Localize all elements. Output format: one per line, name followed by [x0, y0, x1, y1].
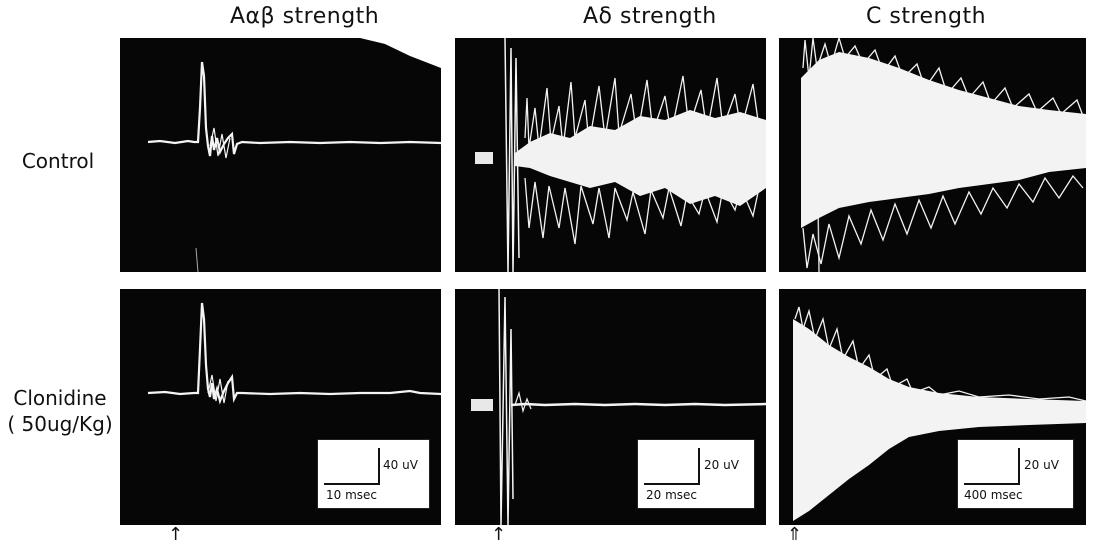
scale-horizontal-bar-ad — [644, 483, 700, 485]
row-label-control: Control — [8, 148, 108, 174]
scale-bar-box-adb: 40 uV 10 msec — [317, 439, 430, 509]
row-label-clonidine-line1: Clonidine — [13, 386, 107, 410]
scale-amplitude-label-ad: 20 uV — [704, 458, 739, 472]
scale-time-label-adb: 10 msec — [326, 488, 378, 502]
trace-clonidine-c — [793, 306, 1086, 521]
panel-control-adb — [120, 38, 441, 272]
trace-control-ad — [475, 38, 766, 272]
scale-vertical-bar-adb — [378, 448, 380, 483]
panel-clonidine-adb: 40 uV 10 msec — [120, 289, 441, 525]
trace-clonidine-adb — [147, 302, 441, 405]
column-title-adb: Aαβ strength — [230, 4, 380, 29]
panel-clonidine-c: 20 uV 400 msec — [779, 289, 1086, 525]
trace-clonidine-ad — [471, 289, 766, 525]
scale-amplitude-label-c: 20 uV — [1024, 458, 1059, 472]
panel-clonidine-ad: 20 uV 20 msec — [455, 289, 766, 525]
stimulus-arrow-icon-adb: ↑ — [168, 524, 184, 545]
stimulus-double-arrow-icon-c: ⇑ — [787, 524, 803, 545]
scale-time-label-c: 400 msec — [964, 488, 1023, 502]
panel-control-c — [779, 38, 1086, 272]
scale-horizontal-bar-adb — [324, 483, 380, 485]
scale-bar-box-c: 20 uV 400 msec — [957, 439, 1074, 509]
scale-bar-box-ad: 20 uV 20 msec — [637, 439, 755, 509]
column-title-c: C strength — [866, 4, 987, 29]
scale-horizontal-bar-c — [964, 483, 1020, 485]
scale-amplitude-label-adb: 40 uV — [383, 458, 418, 472]
row-label-clonidine-line2: ( 50ug/Kg) — [7, 412, 113, 436]
scale-vertical-bar-ad — [698, 448, 700, 483]
trace-control-c — [801, 38, 1086, 272]
panel-control-ad — [455, 38, 766, 272]
scale-time-label-ad: 20 msec — [646, 488, 698, 502]
scale-vertical-bar-c — [1018, 448, 1020, 483]
row-label-clonidine: Clonidine ( 50ug/Kg) — [0, 385, 120, 437]
column-title-ad: Aδ strength — [583, 4, 717, 29]
trace-control-adb — [147, 38, 441, 272]
stimulus-arrow-icon-ad: ↑ — [491, 524, 507, 545]
row-label-control-line1: Control — [21, 149, 95, 173]
